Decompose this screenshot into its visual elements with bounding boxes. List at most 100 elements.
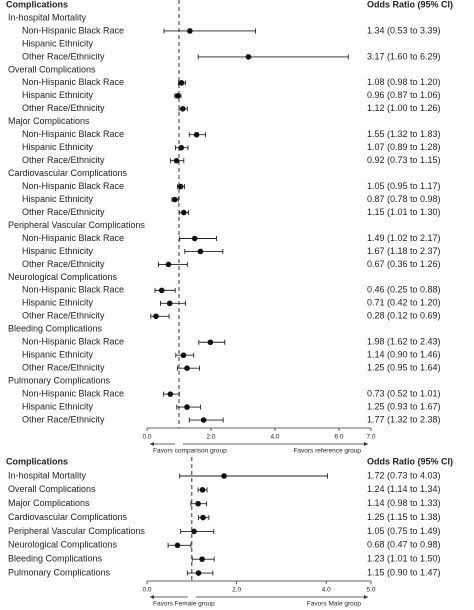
point-estimate bbox=[181, 209, 187, 216]
row-label: Hispanic Ethnicity bbox=[22, 350, 94, 360]
x-tick-label: 4.0 bbox=[270, 434, 279, 441]
value-label: 0.46 (0.25 to 0.88) bbox=[367, 285, 441, 295]
point-estimate bbox=[200, 417, 207, 423]
right-note: Favors Male group bbox=[307, 601, 362, 608]
value-label: 1.77 (1.32 to 2.38) bbox=[367, 414, 441, 424]
header-left: Complications bbox=[6, 0, 68, 9]
row-label: Other Race/Ethnicity bbox=[22, 51, 105, 61]
point-estimate bbox=[184, 365, 190, 371]
arrow-right-head bbox=[364, 442, 368, 446]
point-estimate bbox=[167, 391, 174, 397]
row-label: Non-Hispanic Black Race bbox=[22, 337, 124, 347]
row-label: Other Race/Ethnicity bbox=[22, 103, 105, 113]
point-estimate bbox=[180, 105, 186, 112]
row-label: Pulmonary Complications bbox=[8, 567, 111, 577]
point-estimate bbox=[172, 196, 178, 203]
value-label: 1.15 (0.90 to 1.47) bbox=[367, 567, 441, 577]
value-label: 0.73 (0.52 to 1.01) bbox=[367, 389, 441, 399]
value-label: 1.24 (1.14 to 1.34) bbox=[367, 484, 441, 494]
value-label: 1.23 (1.01 to 1.50) bbox=[367, 554, 441, 564]
group-label: Overall Complications bbox=[8, 64, 96, 74]
value-label: 1.72 (0.73 to 4.03) bbox=[367, 470, 441, 480]
x-tick-label: 0.0 bbox=[142, 587, 151, 594]
point-estimate bbox=[199, 487, 206, 493]
row-label: Non-Hispanic Black Race bbox=[22, 285, 124, 295]
value-label: 1.14 (0.90 to 1.46) bbox=[367, 350, 441, 360]
row-label: In-hospital Mortality bbox=[8, 470, 87, 480]
value-label: 1.14 (0.98 to 1.33) bbox=[367, 498, 441, 508]
row-label: Non-Hispanic Black Race bbox=[22, 389, 124, 399]
arrow-right-head bbox=[364, 595, 368, 599]
row-label: Hispanic Ethnicity bbox=[22, 142, 94, 152]
row-label: Non-Hispanic Black Race bbox=[22, 129, 124, 139]
point-estimate bbox=[177, 183, 184, 190]
x-tick-label: 7.0 bbox=[366, 434, 375, 441]
value-label: 0.28 (0.12 to 0.69) bbox=[367, 311, 441, 321]
header-right: Odds Ratio (95% CI) bbox=[367, 0, 453, 9]
row-label: Non-Hispanic Black Race bbox=[22, 181, 124, 191]
point-estimate bbox=[191, 528, 197, 535]
row-label: Other Race/Ethnicity bbox=[22, 311, 105, 321]
value-label: 1.12 (1.00 to 1.26) bbox=[367, 103, 441, 113]
row-label: Non-Hispanic Black Race bbox=[22, 77, 124, 87]
row-label: Hispanic Ethnicity bbox=[22, 298, 94, 308]
value-label: 1.05 (0.75 to 1.49) bbox=[367, 526, 441, 536]
value-label: 0.92 (0.73 to 1.15) bbox=[367, 155, 441, 165]
value-label: 0.96 (0.87 to 1.06) bbox=[367, 90, 441, 100]
value-label: 1.25 (0.93 to 1.67) bbox=[367, 401, 441, 411]
left-note: Favors Female group bbox=[153, 601, 215, 608]
point-estimate bbox=[174, 542, 181, 549]
value-label: 0.87 (0.78 to 0.98) bbox=[367, 194, 441, 204]
group-label: Cardiovascular Complications bbox=[8, 168, 128, 178]
point-estimate bbox=[195, 500, 201, 507]
group-label: Bleeding Complications bbox=[8, 324, 103, 334]
header-right: Odds Ratio (95% CI) bbox=[367, 456, 453, 466]
row-label: Hispanic Ethnicity bbox=[22, 194, 94, 204]
row-label: Bleeding Complications bbox=[8, 554, 103, 564]
group-label: In-hospital Mortality bbox=[8, 12, 87, 22]
point-estimate bbox=[153, 313, 159, 320]
row-label: Neurological Complications bbox=[8, 540, 118, 550]
row-label: Non-Hispanic Black Race bbox=[22, 25, 124, 35]
point-estimate bbox=[197, 248, 204, 255]
arrow-left-head bbox=[150, 442, 154, 446]
value-label: 1.15 (1.01 to 1.30) bbox=[367, 207, 441, 217]
point-estimate bbox=[174, 93, 181, 99]
point-estimate bbox=[191, 235, 198, 242]
point-estimate bbox=[180, 352, 187, 359]
row-label: Other Race/Ethnicity bbox=[22, 259, 105, 269]
row-label: Hispanic Ethnicity bbox=[22, 38, 94, 48]
group-label: Major Complications bbox=[8, 116, 90, 126]
point-estimate bbox=[207, 339, 214, 346]
x-tick-label: 2.0 bbox=[232, 587, 241, 594]
value-label: 1.05 (0.95 to 1.17) bbox=[367, 181, 441, 191]
point-estimate bbox=[193, 131, 200, 138]
point-estimate bbox=[173, 157, 180, 164]
point-estimate bbox=[166, 300, 173, 307]
row-label: Other Race/Ethnicity bbox=[22, 414, 105, 424]
arrow-left-head bbox=[150, 595, 154, 599]
point-estimate bbox=[165, 261, 172, 268]
x-tick-label: 0.0 bbox=[142, 434, 151, 441]
row-label: Other Race/Ethnicity bbox=[22, 363, 105, 373]
value-label: 0.71 (0.42 to 1.20) bbox=[367, 298, 441, 308]
header-left: Complications bbox=[6, 456, 68, 466]
point-estimate bbox=[200, 514, 206, 521]
value-label: 1.34 (0.53 to 3.39) bbox=[367, 25, 441, 35]
value-label: 1.67 (1.18 to 2.37) bbox=[367, 246, 441, 256]
left-note: Favors comparison group bbox=[153, 448, 227, 455]
group-label: Neurological Complications bbox=[8, 272, 118, 282]
row-label: Hispanic Ethnicity bbox=[22, 246, 94, 256]
value-label: 1.98 (1.62 to 2.43) bbox=[367, 337, 441, 347]
point-estimate bbox=[221, 473, 227, 479]
point-estimate bbox=[195, 570, 202, 576]
x-tick-label: 4.0 bbox=[322, 587, 331, 594]
point-estimate bbox=[187, 28, 193, 34]
x-tick-label: 2.0 bbox=[206, 434, 215, 441]
row-label: Overall Complications bbox=[8, 484, 96, 494]
row-label: Other Race/Ethnicity bbox=[22, 207, 105, 217]
group-label: Pulmonary Complications bbox=[8, 376, 111, 386]
x-tick-label: 5.0 bbox=[366, 587, 375, 594]
value-label: 1.55 (1.32 to 1.83) bbox=[367, 129, 441, 139]
